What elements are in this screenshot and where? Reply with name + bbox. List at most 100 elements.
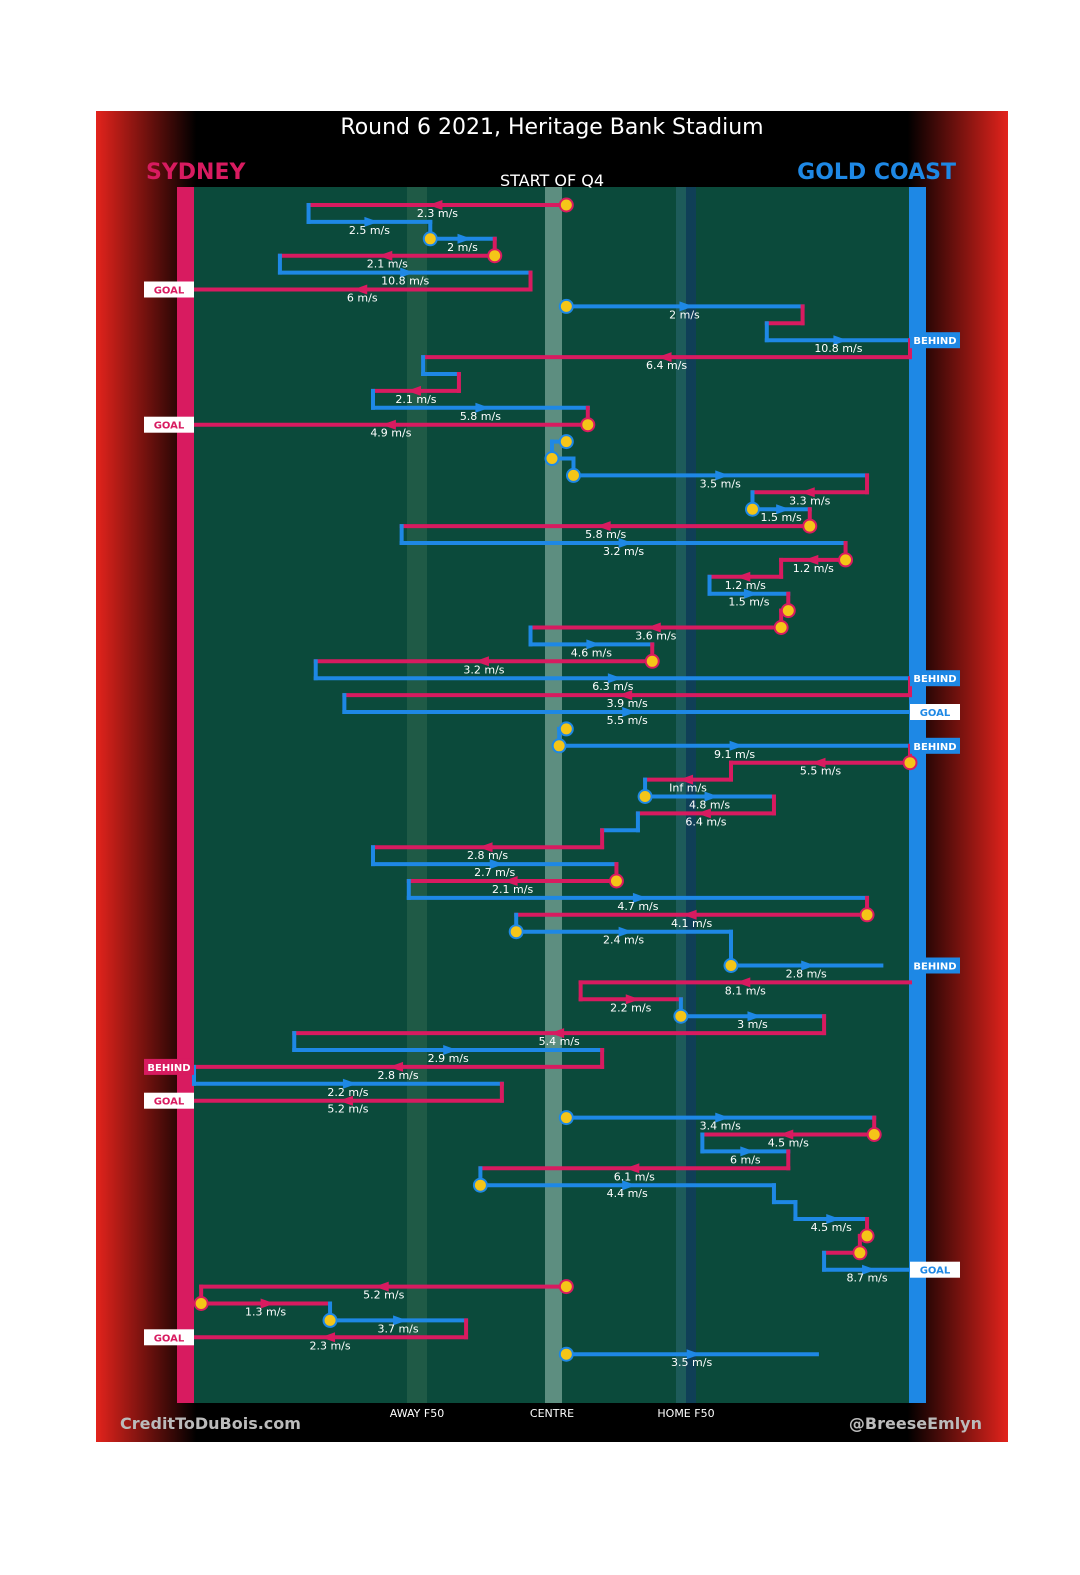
direction-arrow — [321, 1332, 336, 1343]
result-badge-bg — [910, 332, 960, 349]
speed-label: 5.8 m/s — [460, 410, 501, 423]
ball-marker — [838, 552, 854, 568]
speed-label: 3.5 m/s — [671, 1356, 712, 1369]
direction-arrow — [489, 859, 504, 870]
direction-arrow — [478, 842, 493, 853]
speed-label: 1.2 m/s — [793, 562, 834, 575]
direction-arrow — [833, 335, 848, 346]
speed-label: 6 m/s — [730, 1153, 761, 1166]
ball-marker — [802, 518, 818, 534]
ball-marker — [673, 1008, 689, 1024]
ball-marker — [744, 501, 760, 517]
field-marker-home: HOME F50 — [657, 1407, 714, 1420]
ball-marker — [773, 620, 789, 635]
result-badge-label: GOAL — [920, 708, 951, 719]
speed-label: 3 m/s — [737, 1018, 768, 1031]
result-badge: GOAL — [910, 704, 960, 720]
ball-marker — [780, 603, 796, 619]
direction-arrow — [779, 1129, 794, 1140]
speed-label: 2.3 m/s — [309, 1339, 350, 1352]
ball-marker — [558, 1110, 574, 1126]
ball-marker — [322, 1312, 338, 1328]
result-badge-label: BEHIND — [913, 742, 956, 753]
result-badge-bg — [144, 281, 194, 298]
direction-arrow — [400, 267, 415, 278]
result-badge: BEHIND — [910, 957, 960, 974]
team-right-label: GOLD COAST — [797, 160, 956, 185]
sydney-goal-bar — [177, 187, 194, 1403]
speed-label: 3.5 m/s — [700, 477, 741, 490]
direction-arrow — [378, 250, 393, 261]
result-badge: GOAL — [144, 1329, 194, 1346]
direction-arrow — [646, 622, 661, 633]
speed-label: 1.5 m/s — [761, 511, 802, 524]
direction-arrow — [475, 402, 490, 413]
direction-arrow — [679, 774, 694, 785]
direction-arrow — [679, 301, 694, 312]
direction-arrow — [550, 1028, 565, 1039]
result-badge-bg — [910, 704, 960, 720]
speed-label: 6.3 m/s — [592, 680, 633, 693]
speed-label: 3.4 m/s — [700, 1120, 741, 1133]
field-marker-centre: CENTRE — [530, 1407, 574, 1420]
speed-label: 6.1 m/s — [614, 1170, 655, 1183]
ball-markers — [193, 197, 918, 1362]
result-badge-bg — [910, 670, 960, 687]
speed-label: 3.6 m/s — [635, 630, 676, 643]
result-badge-bg — [910, 737, 960, 754]
speed-label: 1.2 m/s — [725, 579, 766, 592]
result-badge-label: BEHIND — [147, 1063, 190, 1074]
direction-arrow — [715, 470, 730, 481]
result-badge: GOAL — [144, 281, 194, 298]
direction-arrow — [625, 994, 640, 1005]
ball-marker — [558, 721, 574, 737]
result-badge-bg — [144, 1058, 194, 1075]
ball-marker — [859, 1228, 875, 1244]
direction-arrow — [503, 876, 518, 886]
direction-arrow — [800, 487, 815, 498]
direction-arrow — [586, 639, 601, 650]
direction-arrow — [393, 1315, 408, 1326]
direction-arrow — [353, 284, 368, 295]
ball-marker — [422, 231, 438, 247]
ball-marker — [580, 417, 596, 433]
speed-label: 8.7 m/s — [846, 1272, 887, 1285]
direction-arrow — [622, 707, 637, 717]
ball-marker — [866, 1127, 882, 1142]
ball-marker — [902, 755, 918, 771]
speed-label: 3.7 m/s — [377, 1322, 418, 1335]
direction-arrow — [801, 960, 816, 971]
gold-coast-goal-bar — [909, 187, 926, 1403]
speed-label: 5.5 m/s — [607, 714, 648, 727]
speed-label: 4.4 m/s — [607, 1187, 648, 1200]
speed-label: 5.8 m/s — [585, 528, 626, 541]
ball-marker — [608, 873, 624, 889]
speed-label: 4.9 m/s — [370, 427, 411, 440]
direction-arrow — [607, 673, 622, 684]
speed-label: 2.8 m/s — [786, 968, 827, 981]
direction-arrow — [715, 1112, 730, 1123]
ball-marker — [558, 1279, 574, 1295]
direction-arrow — [804, 554, 819, 565]
speed-label: 2 m/s — [447, 241, 478, 254]
direction-arrow — [618, 926, 633, 937]
result-badge-bg — [144, 1329, 194, 1346]
direction-arrow — [474, 656, 489, 667]
direction-arrow — [406, 385, 421, 396]
speed-label: 4.7 m/s — [617, 900, 658, 913]
direction-arrow — [364, 216, 379, 227]
direction-arrow — [389, 1061, 404, 1072]
speed-labels: 2.3 m/s2.5 m/s2 m/s2.1 m/s10.8 m/s6 m/s2… — [245, 207, 888, 1369]
speed-label: 2.1 m/s — [395, 393, 436, 406]
speed-label: 1.5 m/s — [728, 596, 769, 609]
result-badge-label: GOAL — [154, 286, 185, 297]
speed-label: 4.8 m/s — [689, 799, 730, 812]
speed-label: 6.4 m/s — [646, 359, 687, 372]
direction-arrow — [338, 1095, 353, 1106]
speed-label: 2.8 m/s — [467, 849, 508, 862]
result-badge-bg — [910, 957, 960, 974]
result-badge-label: BEHIND — [913, 962, 956, 973]
credit-right: @BreeseEmlyn — [849, 1414, 982, 1433]
ball-marker — [558, 434, 574, 450]
direction-arrow — [704, 791, 719, 802]
